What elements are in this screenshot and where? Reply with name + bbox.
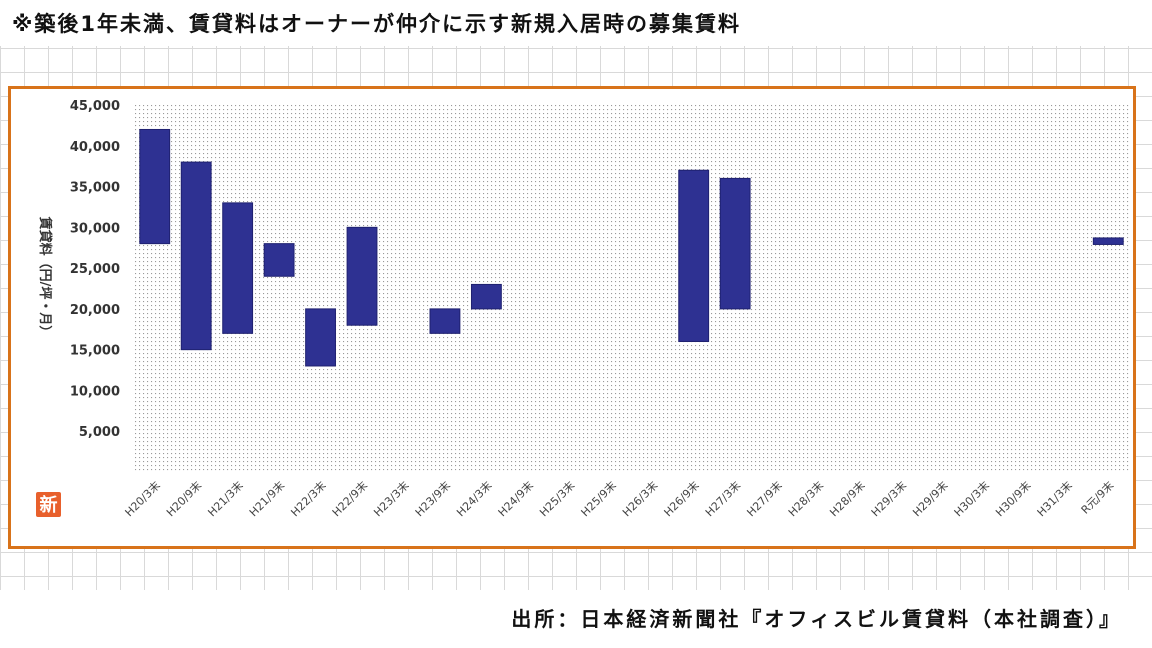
x-tick-label: H23/9末 <box>412 478 453 519</box>
x-tick-label: H27/3末 <box>702 478 743 519</box>
chart-frame: 5,000 10,000 15,000 20,000 25,000 30,000 35,00… <box>8 86 1136 549</box>
range-bar <box>429 308 461 334</box>
x-tick-label: H29/9末 <box>910 478 951 519</box>
x-tick-label: H24/9末 <box>495 478 536 519</box>
y-axis-title: 賃貸料（円/坪・月） <box>37 216 53 339</box>
range-bar <box>678 169 710 343</box>
x-tick-label: R元/9末 <box>1078 478 1116 516</box>
source-band <box>0 590 1152 648</box>
range-bar <box>719 177 751 310</box>
new-badge-label: 新 <box>40 494 58 516</box>
range-bar <box>470 283 502 310</box>
x-tick-label: H25/3末 <box>536 478 577 519</box>
x-tick-label: H26/3末 <box>619 478 660 519</box>
x-tick-label: H21/9末 <box>246 478 287 519</box>
x-tick-label: H30/3末 <box>951 478 992 519</box>
range-bar <box>346 226 378 326</box>
range-bar <box>1092 237 1124 245</box>
range-bar <box>263 243 295 277</box>
y-tick-label: 30,000 <box>70 221 120 236</box>
x-tick-label: H26/9末 <box>661 478 702 519</box>
range-bar-chart: 5,000 10,000 15,000 20,000 25,000 30,000 35,00… <box>36 99 1129 519</box>
x-tick-label: H24/3末 <box>454 478 495 519</box>
x-tick-label: H22/9末 <box>329 478 370 519</box>
range-bar <box>305 308 336 367</box>
x-tick-label: H29/3末 <box>868 478 909 519</box>
x-tick-label: H23/3末 <box>371 478 412 519</box>
x-tick-label: H22/3末 <box>288 478 329 519</box>
note-band <box>0 0 1152 46</box>
x-tick-label: H30/9末 <box>992 478 1033 519</box>
range-bar <box>222 202 254 334</box>
plot-area <box>134 105 1129 472</box>
y-tick-label: 35,000 <box>70 181 120 196</box>
x-tick-label: H28/3末 <box>785 478 826 519</box>
x-tick-label: H20/9末 <box>163 478 204 519</box>
source-caption: 出所：日本経済新聞社『オフィスビル賃貸料（本社調査）』 <box>511 607 1122 631</box>
y-tick-label: 45,000 <box>70 99 120 114</box>
y-tick-label: 5,000 <box>79 425 120 440</box>
x-tick-label: H21/3末 <box>205 478 246 519</box>
y-tick-label: 40,000 <box>70 140 120 155</box>
y-tick-label: 20,000 <box>70 303 120 318</box>
x-tick-label: H25/9末 <box>578 478 619 519</box>
new-badge <box>36 492 61 517</box>
x-tick-label: H28/9末 <box>827 478 868 519</box>
chart-note: ※築後1年未満、賃貸料はオーナーが仲介に示す新規入居時の募集賃料 <box>12 12 742 36</box>
range-bar <box>139 128 171 245</box>
y-tick-label: 10,000 <box>70 384 120 399</box>
range-bar <box>180 161 212 351</box>
x-tick-label: H27/9末 <box>744 478 785 519</box>
y-tick-label: 15,000 <box>70 344 120 359</box>
x-tick-label: H20/3末 <box>122 478 163 519</box>
y-tick-label: 25,000 <box>70 262 120 277</box>
x-tick-label: H31/3末 <box>1034 478 1075 519</box>
